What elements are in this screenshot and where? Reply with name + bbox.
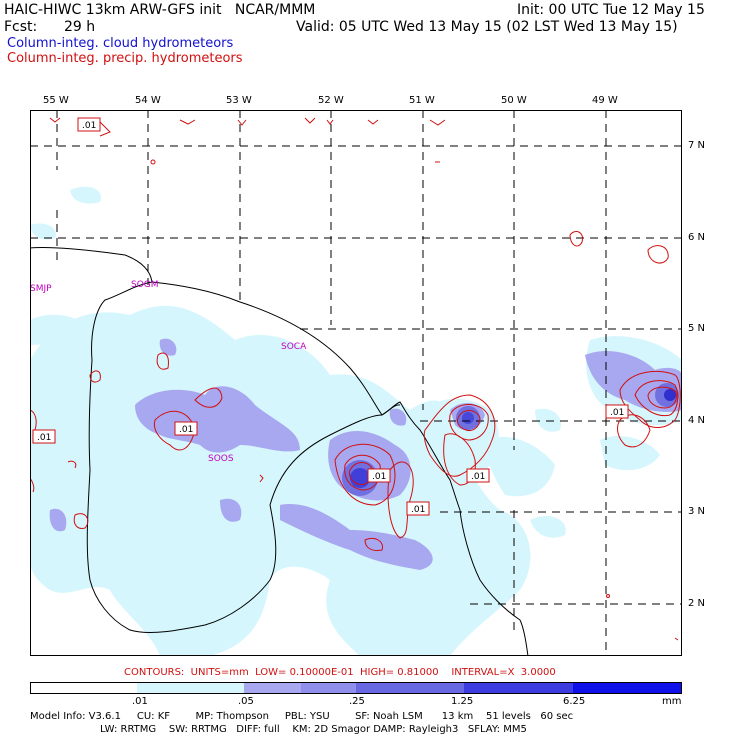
legend-cloud-hydrometeors: Column-integ. cloud hydrometeors [7,36,234,51]
lon-label: 49 W [592,95,618,106]
model-info-line1: Model Info: V3.6.1 CU: KF MP: Thompson P… [30,711,574,722]
place-labels: SMJP SOGM SOCA SOOS [30,280,307,464]
lon-label: 55 W [43,95,69,106]
lat-label: 3 N [688,506,706,517]
colorbar-segments [30,682,682,694]
svg-text:.01: .01 [372,472,386,482]
place-label: SOCA [281,342,307,352]
lon-label: 50 W [501,95,527,106]
legend-precip-hydrometeors: Column-integ. precip. hydrometeors [7,51,243,66]
contours-info: CONTOURS: UNITS=mm LOW= 0.10000E-01 HIGH… [124,667,556,678]
contour-labels: .01 .01 .01 .01 .01 .01 .01 [32,117,629,516]
place-label: SOOS [208,454,234,464]
contour-label: .01 [605,404,629,419]
colorbar-tick: .05 [238,696,254,707]
colorbar-tick: .01 [132,696,148,707]
svg-text:.01: .01 [82,121,96,131]
contour-label: .01 [174,421,198,436]
colorbar-frame [30,682,682,694]
colorbar-tick: .25 [349,696,365,707]
contour-label: .01 [32,429,56,444]
contour-label: .01 [367,468,391,483]
forecast-hour: 29 h [64,19,96,35]
lat-label: 2 N [688,598,706,609]
svg-text:.01: .01 [610,408,624,418]
svg-text:.01: .01 [471,472,485,482]
lat-label: 6 N [688,232,706,243]
svg-text:.01: .01 [37,433,51,443]
model-title: HAIC-HIWC 13km ARW-GFS init NCAR/MMM [4,2,316,18]
lon-label: 54 W [135,95,161,106]
model-info-line2: LW: RRTMG SW: RRTMG DIFF: full KM: 2D Sm… [100,724,527,735]
colorbar-unit: mm [662,696,682,707]
colorbar-tick: 1.25 [451,696,474,707]
contour-label: .01 [406,501,430,516]
hydrometeor-map: .01 .01 .01 .01 .01 .01 .01 SMJP SOGM SO… [30,110,682,656]
coastlines [30,246,529,656]
contour-label: .01 [77,117,101,132]
lat-lon-grid [30,110,682,656]
map-frame [30,110,682,656]
contour-label: .01 [466,468,490,483]
colorbar [30,682,682,694]
init-time: Init: 00 UTC Tue 12 May 15 [517,2,705,18]
place-label: SOGM [131,280,159,290]
place-label: SMJP [30,284,52,294]
lon-label: 52 W [318,95,344,106]
lat-label: 5 N [688,323,706,334]
lat-label: 7 N [688,140,706,151]
valid-time: Valid: 05 UTC Wed 13 May 15 (02 LST Wed … [296,19,678,35]
forecast-label: Fcst: [4,19,38,35]
lon-label: 53 W [226,95,252,106]
lon-label: 51 W [409,95,435,106]
svg-text:.01: .01 [179,425,193,435]
lat-label: 4 N [688,415,706,426]
svg-text:.01: .01 [411,505,425,515]
colorbar-tick: 6.25 [563,696,586,707]
